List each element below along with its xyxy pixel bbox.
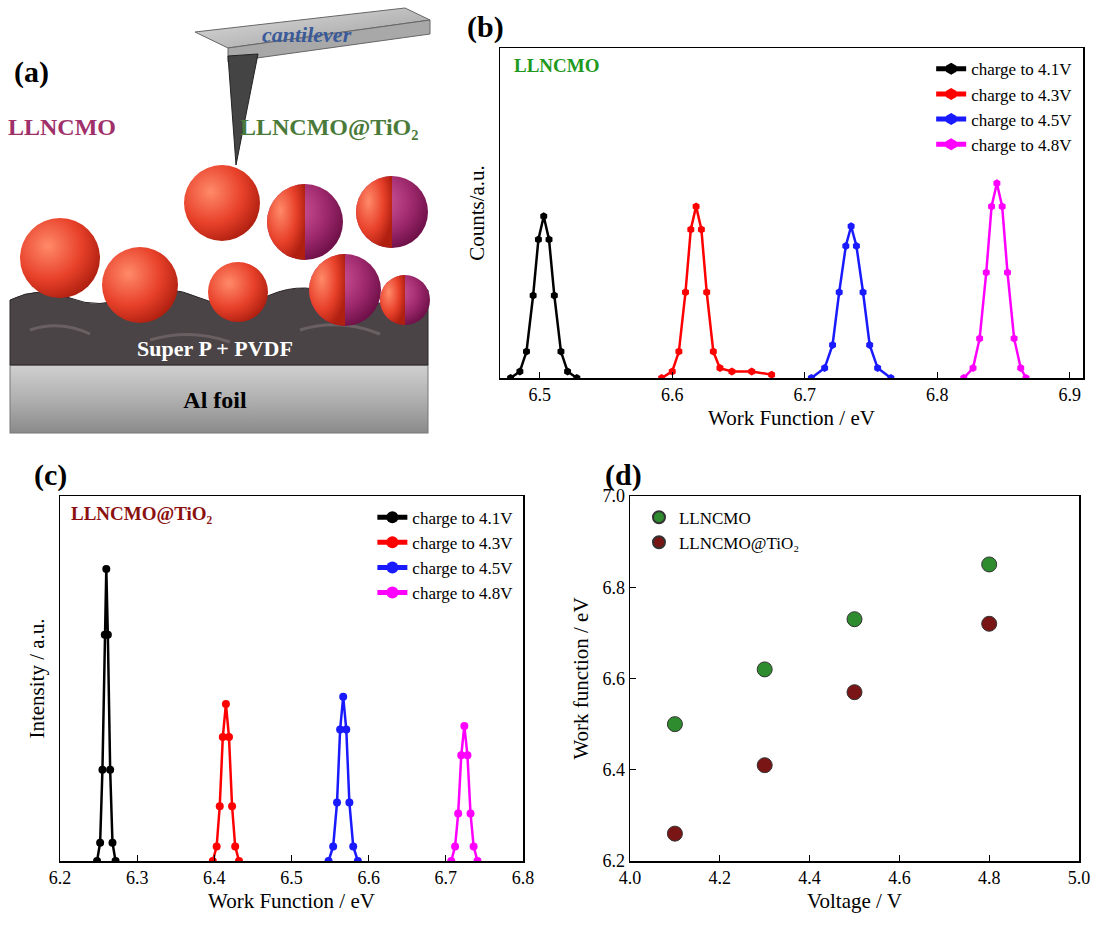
svg-text:LLNCMO@TiO₂: LLNCMO@TiO₂ xyxy=(240,114,418,141)
svg-text:Work function / eV: Work function / eV xyxy=(569,597,593,759)
svg-text:6.4: 6.4 xyxy=(203,868,226,888)
svg-text:Voltage / V: Voltage / V xyxy=(807,889,902,913)
svg-text:6.6: 6.6 xyxy=(661,385,684,405)
svg-text:6.8: 6.8 xyxy=(602,578,625,598)
svg-text:charge to 4.5V: charge to 4.5V xyxy=(971,111,1072,130)
svg-text:Work Function / eV: Work Function / eV xyxy=(708,406,875,430)
svg-text:(c): (c) xyxy=(34,458,67,492)
svg-text:6.2: 6.2 xyxy=(49,868,72,888)
svg-text:charge to 4.8V: charge to 4.8V xyxy=(971,136,1072,155)
svg-text:(d): (d) xyxy=(605,458,642,492)
svg-text:charge to 4.1V: charge to 4.1V xyxy=(412,509,513,528)
svg-text:Counts/a.u.: Counts/a.u. xyxy=(465,165,489,261)
svg-text:charge to 4.8V: charge to 4.8V xyxy=(412,584,513,603)
svg-text:Intensity / a.u.: Intensity / a.u. xyxy=(25,618,49,738)
svg-text:6.8: 6.8 xyxy=(926,385,949,405)
svg-text:4.4: 4.4 xyxy=(798,868,821,888)
svg-text:Work Function / eV: Work Function / eV xyxy=(208,889,375,913)
svg-text:6.5: 6.5 xyxy=(280,868,303,888)
svg-text:Super P + PVDF: Super P + PVDF xyxy=(137,336,293,361)
svg-text:4.8: 4.8 xyxy=(978,868,1001,888)
svg-text:LLNCMO: LLNCMO xyxy=(679,509,751,528)
svg-text:4.0: 4.0 xyxy=(619,868,642,888)
svg-text:6.6: 6.6 xyxy=(602,669,625,689)
svg-text:LLNCMO@TiO₂: LLNCMO@TiO₂ xyxy=(71,503,213,524)
svg-text:charge to 4.5V: charge to 4.5V xyxy=(412,559,513,578)
svg-text:5.0: 5.0 xyxy=(1068,868,1091,888)
svg-text:6.7: 6.7 xyxy=(435,868,458,888)
svg-text:LLNCMO: LLNCMO xyxy=(514,55,600,76)
svg-text:7.0: 7.0 xyxy=(602,486,625,506)
svg-text:charge to 4.3V: charge to 4.3V xyxy=(412,534,513,553)
svg-text:LLNCMO@TiO₂: LLNCMO@TiO₂ xyxy=(679,534,799,553)
svg-text:4.2: 4.2 xyxy=(709,868,732,888)
svg-text:4.6: 4.6 xyxy=(888,868,911,888)
svg-text:6.3: 6.3 xyxy=(126,868,149,888)
svg-text:cantilever: cantilever xyxy=(262,22,352,47)
svg-text:(a): (a) xyxy=(14,55,49,89)
svg-text:LLNCMO: LLNCMO xyxy=(8,114,116,140)
svg-text:charge to 4.3V: charge to 4.3V xyxy=(971,86,1072,105)
svg-text:Al foil: Al foil xyxy=(183,387,247,413)
svg-text:6.7: 6.7 xyxy=(794,385,817,405)
svg-text:6.2: 6.2 xyxy=(602,851,625,871)
svg-text:6.4: 6.4 xyxy=(602,760,625,780)
svg-text:6.9: 6.9 xyxy=(1059,385,1082,405)
svg-text:(b): (b) xyxy=(467,10,504,44)
svg-text:6.5: 6.5 xyxy=(529,385,552,405)
svg-text:6.6: 6.6 xyxy=(357,868,380,888)
svg-text:charge to 4.1V: charge to 4.1V xyxy=(971,60,1072,79)
svg-text:6.8: 6.8 xyxy=(512,868,535,888)
